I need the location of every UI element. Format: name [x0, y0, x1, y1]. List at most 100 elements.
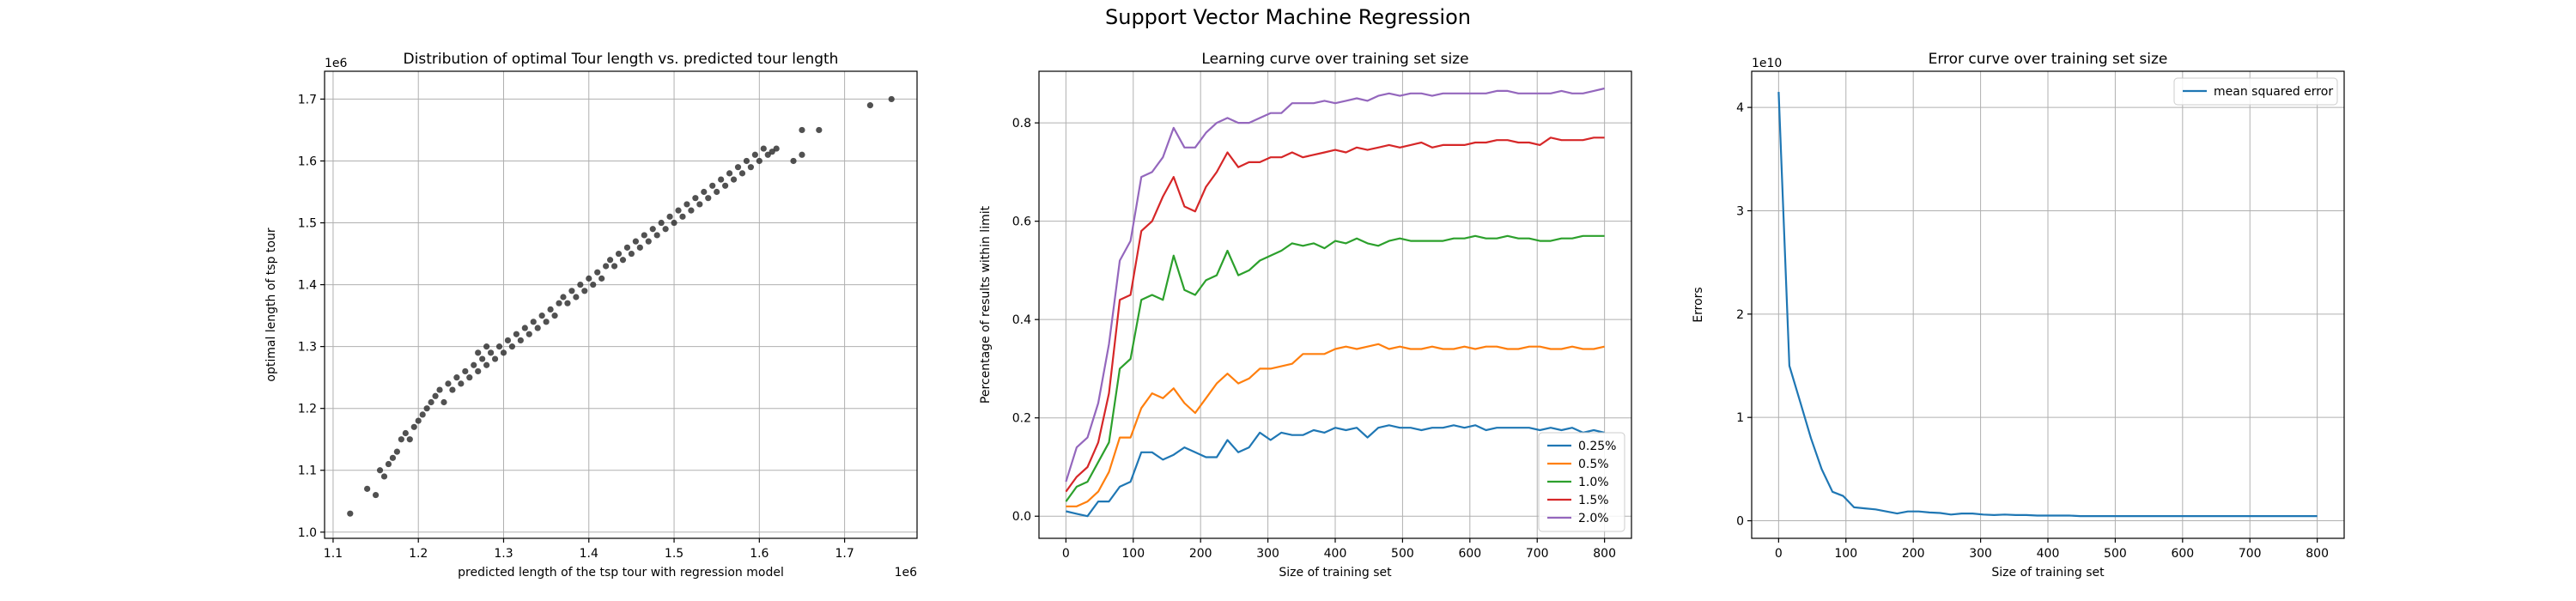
- y-tick-label: 1: [1736, 411, 1744, 425]
- scatter-point: [526, 331, 532, 337]
- scatter-point: [440, 398, 447, 406]
- scatter-point: [372, 491, 380, 499]
- y-tick-label: 0.8: [1012, 117, 1031, 131]
- scatter-point: [500, 349, 507, 356]
- legend-label: 2.0%: [1578, 512, 1609, 525]
- scatter-point: [521, 325, 528, 331]
- scatter-point: [696, 201, 703, 208]
- scatter-point: [483, 361, 490, 368]
- scatter-point: [466, 374, 473, 381]
- x-tick-label: 200: [1189, 547, 1212, 561]
- series-line-4: [1065, 87, 1605, 483]
- scatter-point: [603, 263, 610, 270]
- y-tick-label: 1.5: [298, 217, 317, 231]
- scatter-point: [688, 207, 695, 214]
- scatter-point: [586, 275, 592, 282]
- scatter-point: [393, 448, 400, 455]
- axes-frame: [324, 70, 918, 539]
- chart-title: Error curve over training set size: [1929, 51, 2168, 68]
- scatter-point: [641, 232, 647, 239]
- y-tick-label: 0.0: [1012, 510, 1031, 524]
- scatter-point: [453, 374, 460, 381]
- x-axis-label: Size of training set: [1991, 566, 2105, 580]
- y-tick-label: 1.7: [298, 93, 317, 106]
- scatter-point: [683, 201, 690, 208]
- scatter-point: [573, 294, 580, 300]
- x-tick-label: 1.6: [750, 547, 769, 561]
- scatter-point: [581, 288, 588, 294]
- legend-label: 0.25%: [1578, 440, 1616, 453]
- scatter-point: [364, 485, 371, 492]
- scatter-point: [458, 380, 465, 387]
- x-tick-label: 0: [1062, 547, 1070, 561]
- x-tick-label: 0: [1775, 547, 1783, 561]
- scatter-point: [675, 207, 682, 214]
- scatter-point: [615, 250, 623, 258]
- x-tick-label: 200: [1902, 547, 1925, 561]
- y-tick-label: 1.1: [298, 464, 317, 478]
- scatter-point: [666, 213, 673, 220]
- scatter-point: [538, 313, 545, 319]
- y-tick-label: 0.6: [1012, 216, 1031, 229]
- scatter-point: [508, 343, 516, 350]
- scatter-point: [398, 436, 404, 443]
- x-tick-label: 1.1: [324, 547, 343, 561]
- scatter-point: [790, 157, 797, 165]
- series-line-0: [1777, 92, 2318, 518]
- scatter-point: [692, 195, 699, 202]
- scatter-point: [611, 263, 618, 270]
- scatter-point: [590, 281, 597, 288]
- scatter-point: [568, 288, 575, 294]
- scatter-point: [866, 102, 873, 109]
- scatter-point: [705, 195, 712, 202]
- scatter-point: [449, 386, 456, 393]
- scatter-point: [773, 145, 780, 152]
- chart-title: Distribution of optimal Tour length vs. …: [404, 51, 839, 68]
- x-tick-label: 700: [1526, 547, 1549, 561]
- scatter-point: [564, 300, 571, 307]
- scatter-point: [462, 367, 469, 375]
- scatter-point: [718, 176, 725, 183]
- series-line-1: [1066, 343, 1605, 507]
- scatter-point: [428, 398, 434, 406]
- scatter-point: [513, 331, 519, 337]
- y-axis-label: optimal length of tsp tour: [264, 228, 278, 381]
- scatter-point: [598, 275, 605, 282]
- scatter-point: [722, 182, 729, 189]
- series-line-2: [1065, 234, 1605, 502]
- y-tick-label: 1.4: [298, 279, 317, 293]
- x-axis-label: Size of training set: [1279, 566, 1392, 580]
- scatter-point: [636, 244, 643, 251]
- scatter-point: [738, 170, 746, 177]
- error-curve-panel: 0 100 200 300 400 500 600 700 800 0 1 2 3 4 Error curv…: [1692, 51, 2345, 580]
- series-line-0: [1066, 424, 1605, 518]
- x-tick-label: 800: [2306, 547, 2329, 561]
- scatter-point: [543, 319, 550, 325]
- scatter-point: [730, 176, 738, 183]
- series-line-3: [1065, 137, 1605, 493]
- scatter-point: [479, 355, 486, 362]
- scatter-point: [577, 281, 584, 288]
- x-tick-label: 400: [1324, 547, 1347, 561]
- scatter-point: [606, 257, 614, 264]
- scatter-point: [495, 343, 503, 350]
- scatter-point: [764, 151, 771, 158]
- scatter-point: [517, 337, 524, 344]
- scatter-point: [385, 460, 392, 468]
- figure-title: Support Vector Machine Regression: [1105, 5, 1471, 29]
- x-tick-label: 600: [1458, 547, 1481, 561]
- scatter-point: [799, 151, 805, 158]
- scatter-point: [623, 244, 631, 251]
- scatter-point: [475, 367, 482, 375]
- scatter-point: [726, 170, 733, 177]
- scatter-point: [483, 343, 490, 350]
- scatter-point: [471, 361, 477, 368]
- legend-box: [2173, 77, 2338, 106]
- scatter-point: [406, 436, 413, 443]
- scatter-point: [709, 182, 716, 189]
- y-tick-label: 2: [1736, 308, 1744, 322]
- x-tick-label: 300: [1969, 547, 1992, 561]
- scatter-point: [594, 269, 601, 276]
- x-tick-label: 1.5: [665, 547, 683, 561]
